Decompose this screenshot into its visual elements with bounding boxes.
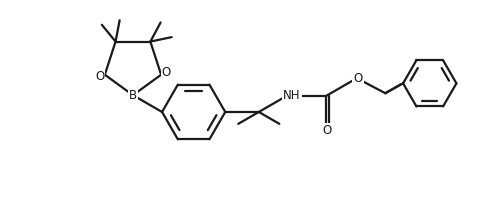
Text: O: O: [353, 72, 363, 85]
Text: O: O: [322, 124, 331, 137]
Text: NH: NH: [284, 89, 301, 102]
Text: B: B: [129, 89, 137, 102]
Text: O: O: [162, 66, 171, 79]
Text: O: O: [95, 70, 104, 83]
